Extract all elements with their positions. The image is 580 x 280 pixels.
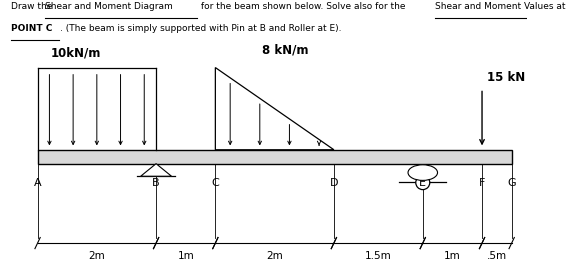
Text: 15 kN: 15 kN: [487, 71, 525, 84]
Text: F: F: [479, 178, 485, 188]
Text: 2m: 2m: [89, 251, 105, 262]
Text: E: E: [419, 178, 426, 188]
Text: 2m: 2m: [266, 251, 283, 262]
Text: 10kN/m: 10kN/m: [50, 46, 101, 59]
Polygon shape: [141, 164, 172, 176]
Text: Shear and Moment Values at: Shear and Moment Values at: [435, 2, 566, 11]
Text: 1m: 1m: [177, 251, 194, 262]
Text: POINT C: POINT C: [11, 24, 53, 33]
Polygon shape: [215, 67, 334, 150]
Text: 8 kN/m: 8 kN/m: [262, 43, 309, 56]
Text: . (The beam is simply supported with Pin at B and Roller at E).: . (The beam is simply supported with Pin…: [60, 24, 341, 33]
Text: for the beam shown below. Solve also for the: for the beam shown below. Solve also for…: [198, 2, 408, 11]
Text: G: G: [508, 178, 516, 188]
FancyBboxPatch shape: [38, 150, 512, 164]
Text: 1.5m: 1.5m: [365, 251, 392, 262]
Text: Shear and Moment Diagram: Shear and Moment Diagram: [45, 2, 173, 11]
Text: Draw the: Draw the: [11, 2, 56, 11]
Text: B: B: [153, 178, 160, 188]
Text: D: D: [329, 178, 338, 188]
Text: 1m: 1m: [444, 251, 461, 262]
Text: C: C: [212, 178, 219, 188]
Circle shape: [408, 165, 437, 180]
Text: A: A: [34, 178, 41, 188]
Text: .5m: .5m: [487, 251, 507, 262]
